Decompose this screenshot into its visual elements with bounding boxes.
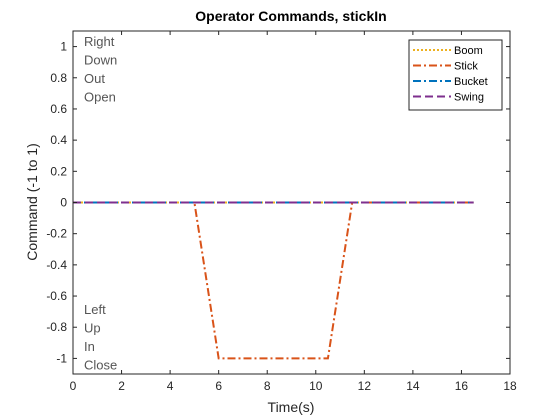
legend: Boom Stick Bucket Swing	[408, 39, 503, 111]
legend-label-stick: Stick	[454, 61, 478, 73]
x-tick-label: 4	[167, 379, 174, 393]
x-axis: 0 2 4 6 8 10 12 14 16 18	[70, 31, 517, 393]
x-tick-label: 12	[358, 379, 372, 393]
x-tick-label: 8	[264, 379, 271, 393]
y-tick-label: 0.2	[50, 164, 67, 178]
y-tick-label: -1	[56, 351, 67, 365]
y-tick-label: -0.4	[46, 258, 67, 272]
y-axis: 1 0.8 0.6 0.4 0.2 0 -0.2 -0.4 -0.6 -0.8 -1	[46, 40, 510, 365]
x-tick-label: 10	[309, 379, 323, 393]
legend-label-boom: Boom	[454, 45, 483, 57]
y-tick-label: 0.8	[50, 71, 67, 85]
x-tick-label: 16	[455, 379, 469, 393]
annotations-top: Right Down Out Open	[84, 34, 117, 105]
annotation-top-down: Down	[84, 53, 117, 68]
y-tick-label: 0.4	[50, 133, 67, 147]
annotation-top-out: Out	[84, 71, 105, 86]
chart-title: Operator Commands, stickIn	[195, 8, 386, 24]
y-tick-label: 0.6	[50, 102, 67, 116]
annotation-top-right: Right	[84, 34, 115, 49]
x-tick-label: 2	[118, 379, 125, 393]
legend-label-swing: Swing	[454, 92, 484, 104]
x-axis-label: Time(s)	[268, 399, 315, 415]
y-tick-label: 1	[60, 40, 67, 54]
annotation-bottom-close: Close	[84, 358, 117, 373]
x-tick-label: 6	[215, 379, 222, 393]
annotation-top-open: Open	[84, 90, 116, 105]
y-tick-label: -0.6	[46, 289, 67, 303]
annotations-bottom: Left Up In Close	[84, 302, 117, 373]
y-tick-label: 0	[60, 196, 67, 210]
legend-box	[408, 39, 503, 111]
series-layer	[73, 201, 474, 360]
annotation-bottom-up: Up	[84, 321, 101, 336]
x-tick-label: 14	[406, 379, 420, 393]
y-tick-label: -0.2	[46, 227, 67, 241]
y-tick-label: -0.8	[46, 320, 67, 334]
annotation-bottom-left: Left	[84, 302, 106, 317]
x-tick-label: 0	[70, 379, 77, 393]
x-tick-label: 18	[503, 379, 517, 393]
annotation-bottom-in: In	[84, 339, 95, 354]
y-axis-label: Command (-1 to 1)	[24, 143, 40, 260]
legend-label-bucket: Bucket	[454, 76, 488, 88]
